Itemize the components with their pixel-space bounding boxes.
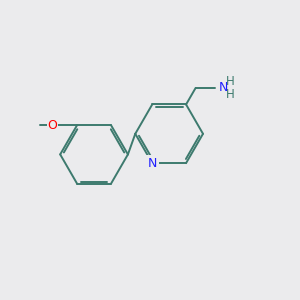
Text: N: N (148, 157, 157, 169)
Text: H: H (226, 75, 235, 88)
Text: O: O (48, 118, 58, 132)
Text: H: H (226, 88, 235, 101)
Text: N: N (219, 81, 228, 94)
